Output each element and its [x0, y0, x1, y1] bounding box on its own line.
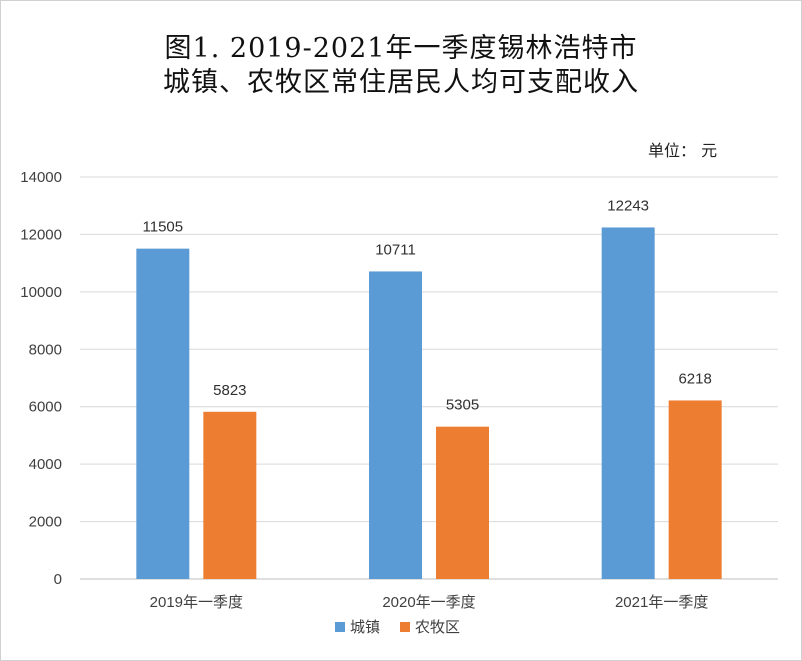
data-label: 11505: [143, 219, 184, 236]
bar-rural: [436, 426, 489, 579]
legend-label: 农牧区: [415, 619, 460, 636]
bar-urban: [601, 227, 655, 580]
data-label: 5305: [446, 397, 479, 414]
chart-title-line2: 城镇、农牧区常住居民人均可支配收入: [163, 67, 639, 98]
y-tick-label: 14000: [20, 169, 62, 186]
data-label: 6218: [678, 370, 711, 387]
category-label: 2019年一季度: [150, 594, 243, 611]
y-tick-label: 8000: [29, 341, 62, 358]
category-label: 2021年一季度: [615, 594, 708, 611]
legend-swatch: [335, 622, 345, 632]
bar-rural: [668, 400, 722, 579]
y-tick-label: 2000: [29, 514, 62, 531]
unit-label: 单位： 元: [648, 141, 718, 160]
chart-title-line1: 图1. 2019-2021年一季度锡林浩特市: [164, 33, 638, 64]
category-label: 2020年一季度: [382, 594, 475, 611]
legend-label: 城镇: [350, 619, 380, 636]
data-label: 10711: [375, 241, 416, 258]
y-tick-label: 0: [54, 571, 62, 588]
legend-swatch: [400, 622, 410, 632]
bar-urban: [369, 271, 422, 579]
bar-rural: [203, 411, 257, 579]
y-tick-label: 10000: [20, 284, 62, 301]
data-label: 12243: [607, 197, 649, 214]
y-tick-label: 12000: [20, 226, 62, 243]
y-tick-label: 6000: [29, 399, 62, 416]
bar-urban: [136, 248, 190, 579]
y-tick-label: 4000: [29, 456, 62, 473]
data-label: 5823: [213, 382, 246, 399]
